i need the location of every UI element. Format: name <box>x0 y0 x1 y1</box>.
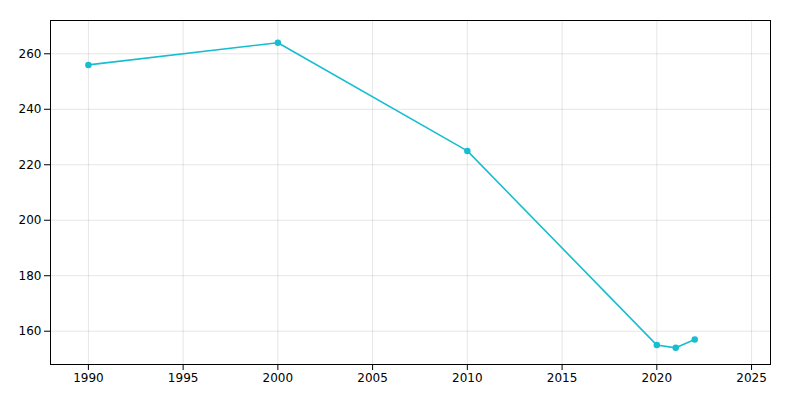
svg-text:1990: 1990 <box>73 371 104 385</box>
svg-text:160: 160 <box>19 324 42 338</box>
svg-text:2020: 2020 <box>642 371 673 385</box>
svg-text:2010: 2010 <box>452 371 483 385</box>
svg-text:2000: 2000 <box>263 371 294 385</box>
svg-text:2015: 2015 <box>547 371 578 385</box>
svg-text:1995: 1995 <box>168 371 199 385</box>
svg-text:200: 200 <box>19 213 42 227</box>
svg-text:180: 180 <box>19 269 42 283</box>
svg-text:220: 220 <box>19 158 42 172</box>
svg-text:2025: 2025 <box>736 371 767 385</box>
svg-text:2005: 2005 <box>357 371 388 385</box>
svg-text:260: 260 <box>19 47 42 61</box>
svg-text:240: 240 <box>19 102 42 116</box>
